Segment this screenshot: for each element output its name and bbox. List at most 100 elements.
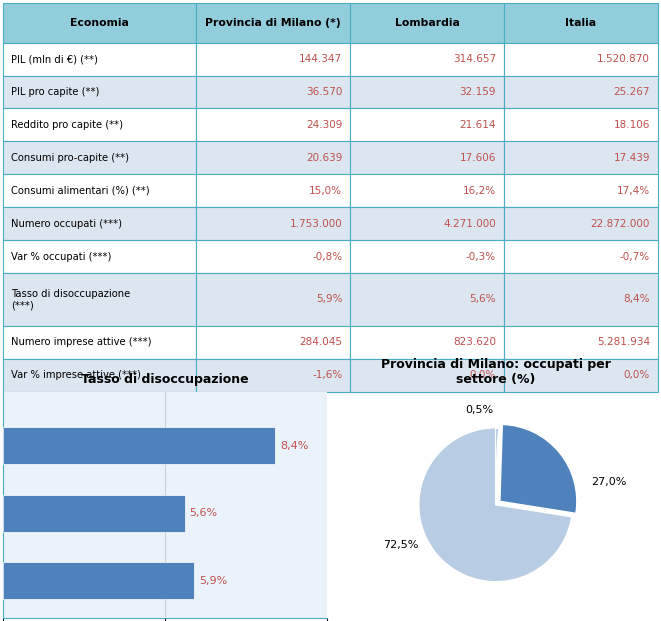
Bar	[350, 175, 504, 207]
Text: 284.045: 284.045	[299, 337, 342, 347]
Wedge shape	[496, 428, 498, 505]
Text: Var % occupati (***): Var % occupati (***)	[11, 252, 112, 261]
Text: 1.520.870: 1.520.870	[597, 54, 650, 64]
Bar	[504, 273, 658, 326]
Text: PIL pro capite (**): PIL pro capite (**)	[11, 87, 100, 97]
Wedge shape	[419, 428, 572, 582]
Text: 17,4%: 17,4%	[617, 186, 650, 196]
Bar	[3, 273, 196, 326]
Text: 21.614: 21.614	[459, 120, 496, 130]
Text: 36.570: 36.570	[306, 87, 342, 97]
Text: Italia: Italia	[565, 18, 596, 28]
Bar	[350, 3, 504, 43]
Bar	[3, 359, 196, 392]
Text: 25.267: 25.267	[613, 87, 650, 97]
Text: -0,7%: -0,7%	[620, 252, 650, 261]
Bar	[3, 240, 196, 273]
Bar	[196, 273, 350, 326]
Text: 16,2%: 16,2%	[463, 186, 496, 196]
Text: 144.347: 144.347	[299, 54, 342, 64]
Bar	[3, 142, 196, 175]
Text: 314.657: 314.657	[453, 54, 496, 64]
Text: 4.271.000: 4.271.000	[444, 219, 496, 229]
Bar	[504, 142, 658, 175]
Text: 20.639: 20.639	[306, 153, 342, 163]
Text: Consumi alimentari (%) (**): Consumi alimentari (%) (**)	[11, 186, 150, 196]
Bar	[196, 359, 350, 392]
Bar	[504, 359, 658, 392]
Text: 8,4%: 8,4%	[280, 441, 309, 451]
Bar	[3, 562, 194, 599]
Text: 0,0%: 0,0%	[623, 370, 650, 380]
Text: 17.439: 17.439	[613, 153, 650, 163]
Bar	[350, 326, 504, 359]
Bar	[196, 326, 350, 359]
Bar	[196, 142, 350, 175]
Text: -0,3%: -0,3%	[466, 252, 496, 261]
Text: Numero imprese attive (***): Numero imprese attive (***)	[11, 337, 151, 347]
Text: -1,6%: -1,6%	[312, 370, 342, 380]
Bar	[3, 326, 196, 359]
Wedge shape	[500, 424, 577, 514]
Text: Numero occupati (***): Numero occupati (***)	[11, 219, 122, 229]
Bar	[196, 76, 350, 109]
Text: 22.872.000: 22.872.000	[590, 219, 650, 229]
Bar	[350, 207, 504, 240]
Bar	[350, 109, 504, 142]
Bar	[196, 109, 350, 142]
Text: Var % imprese attive (***): Var % imprese attive (***)	[11, 370, 141, 380]
Bar	[3, 207, 196, 240]
Text: Lombardia: Lombardia	[395, 18, 459, 28]
Bar	[196, 3, 350, 43]
Bar	[504, 76, 658, 109]
Text: Provincia di Milano (*): Provincia di Milano (*)	[206, 18, 341, 28]
Bar	[350, 76, 504, 109]
Bar	[3, 427, 276, 465]
Bar	[504, 240, 658, 273]
Text: 17.606: 17.606	[459, 153, 496, 163]
Bar	[196, 240, 350, 273]
Bar	[3, 109, 196, 142]
Text: 5,9%: 5,9%	[316, 294, 342, 304]
Bar	[504, 109, 658, 142]
Text: 5,6%: 5,6%	[469, 294, 496, 304]
Bar	[350, 142, 504, 175]
Bar	[350, 359, 504, 392]
Text: 8,4%: 8,4%	[623, 294, 650, 304]
Bar	[350, 240, 504, 273]
Text: 5,6%: 5,6%	[190, 508, 217, 518]
Bar	[3, 175, 196, 207]
Text: 0,0%: 0,0%	[470, 370, 496, 380]
Bar	[3, 43, 196, 76]
Bar	[196, 207, 350, 240]
Bar	[350, 43, 504, 76]
Text: Consumi pro-capite (**): Consumi pro-capite (**)	[11, 153, 129, 163]
Bar	[196, 175, 350, 207]
Text: 5,9%: 5,9%	[200, 576, 227, 586]
Bar	[3, 76, 196, 109]
Text: -0,8%: -0,8%	[312, 252, 342, 261]
Bar	[504, 207, 658, 240]
Text: 27,0%: 27,0%	[591, 477, 626, 487]
Text: 24.309: 24.309	[306, 120, 342, 130]
Bar	[3, 3, 196, 43]
Bar	[504, 43, 658, 76]
Bar	[350, 273, 504, 326]
Title: Provincia di Milano: occupati per
settore (%): Provincia di Milano: occupati per settor…	[381, 358, 611, 386]
Bar	[504, 326, 658, 359]
Text: 1.753.000: 1.753.000	[290, 219, 342, 229]
Text: 32.159: 32.159	[459, 87, 496, 97]
Text: 18.106: 18.106	[613, 120, 650, 130]
Text: 72,5%: 72,5%	[383, 540, 418, 550]
Bar	[3, 495, 184, 532]
Text: PIL (mln di €) (**): PIL (mln di €) (**)	[11, 54, 98, 64]
Text: Tasso di disoccupazione
(***): Tasso di disoccupazione (***)	[11, 289, 130, 310]
Title: Tasso di disoccupazione: Tasso di disoccupazione	[81, 373, 249, 386]
Bar	[504, 175, 658, 207]
Text: 15,0%: 15,0%	[309, 186, 342, 196]
Text: 0,5%: 0,5%	[465, 405, 494, 415]
Text: 5.281.934: 5.281.934	[597, 337, 650, 347]
Text: Reddito pro capite (**): Reddito pro capite (**)	[11, 120, 123, 130]
Bar	[196, 43, 350, 76]
Text: Economia: Economia	[70, 18, 130, 28]
